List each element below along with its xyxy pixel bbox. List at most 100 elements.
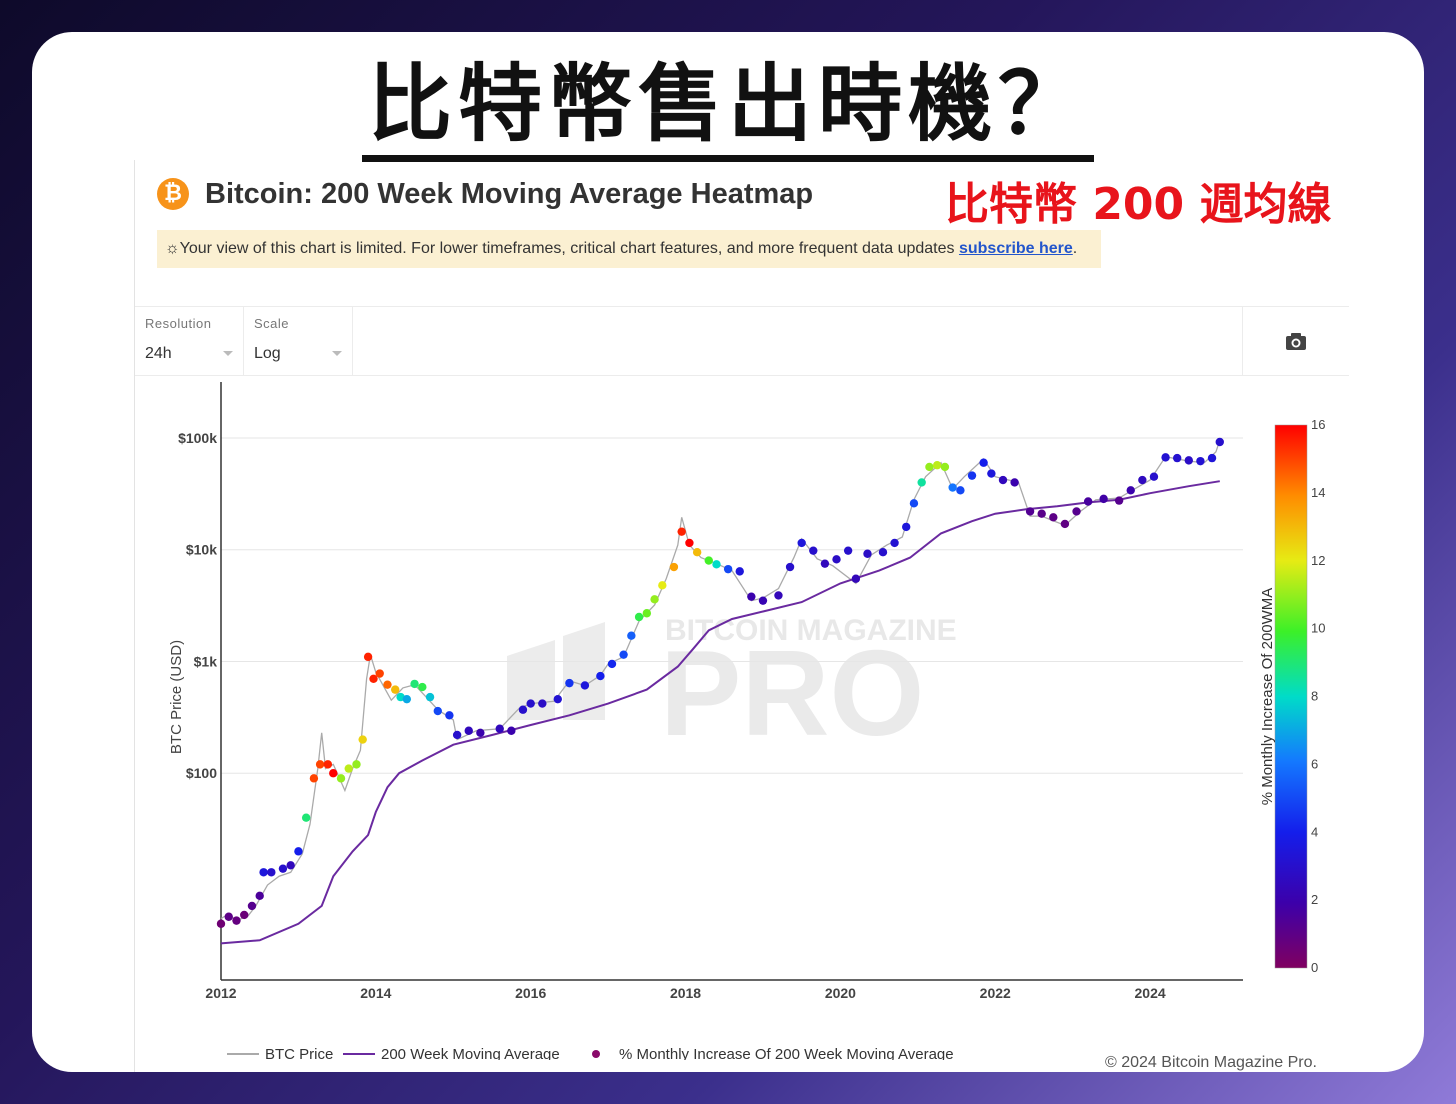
chinese-subtitle: 比特幣 200 週均線 — [945, 179, 1332, 230]
heatmap-point — [565, 678, 574, 688]
heatmap-point — [1010, 478, 1019, 487]
heatmap-point — [526, 699, 535, 708]
limited-view-notice: ☼Your view of this chart is limited. For… — [157, 230, 1101, 268]
heatmap-point — [425, 692, 435, 702]
heatmap-point — [452, 730, 462, 740]
colorbar-tick-label: 16 — [1311, 417, 1325, 432]
legend-price: BTC Price — [265, 1046, 333, 1060]
heatmap-point — [1196, 456, 1205, 466]
heatmap-point — [925, 462, 934, 472]
heatmap-point — [902, 522, 911, 532]
heatmap-point — [890, 538, 899, 548]
heatmap-point — [538, 699, 547, 708]
y-tick-label: $10k — [186, 542, 217, 558]
heatmap-point — [851, 574, 861, 583]
heatmap-point — [344, 764, 353, 773]
heatmap-point — [685, 538, 694, 548]
heatmap-point — [1149, 472, 1159, 481]
colorbar-label: % Monthly Increase Of 200WMA — [1259, 588, 1276, 806]
heatmap-point — [464, 726, 473, 735]
bitcoin-logo-icon: ₿ — [157, 178, 189, 210]
heatmap-point — [518, 705, 528, 714]
heatmap-point — [433, 706, 442, 716]
heatmap-point — [352, 760, 361, 769]
colorbar-tick-label: 4 — [1311, 824, 1318, 839]
heatmap-point — [1072, 507, 1081, 516]
scale-value: Log — [254, 345, 281, 362]
heatmap-point — [979, 458, 988, 467]
heatmap-point — [758, 596, 768, 605]
heatmap-point — [1126, 486, 1135, 495]
x-tick-label: 2018 — [670, 985, 701, 1001]
heatmap-point — [1161, 453, 1170, 462]
heatmap-point — [634, 612, 644, 622]
watermark-logo-icon — [507, 622, 605, 720]
heatmap-point — [375, 669, 384, 678]
heatmap-point — [255, 891, 264, 901]
heatmap-point — [507, 726, 516, 735]
heatmap-point — [863, 549, 872, 558]
notice-text: ☼Your view of this chart is limited. For… — [165, 240, 959, 257]
heatmap-point — [1172, 453, 1182, 463]
heatmap-point — [294, 847, 303, 856]
heatmap-point — [932, 461, 942, 470]
y-tick-label: $1k — [194, 653, 218, 669]
x-tick-label: 2012 — [205, 985, 236, 1001]
heatmap-point — [909, 499, 919, 508]
chart-title: Bitcoin: 200 Week Moving Average Heatmap — [205, 178, 814, 210]
heatmap-point — [1207, 453, 1217, 463]
screenshot-button[interactable] — [1242, 307, 1349, 375]
colorbar-tick-label: 10 — [1311, 621, 1325, 636]
chevron-down-icon — [332, 351, 342, 356]
heatmap-point — [658, 581, 667, 590]
heatmap-point — [402, 694, 412, 704]
chart-controls: Resolution 24h Scale Log — [135, 306, 1349, 376]
heatmap-point — [596, 671, 605, 681]
colorbar-tick-label: 0 — [1311, 960, 1318, 975]
x-tick-label: 2014 — [360, 985, 391, 1001]
heatmap-point — [1184, 456, 1194, 465]
heatmap-point — [315, 760, 325, 769]
x-tick-label: 2024 — [1135, 985, 1166, 1001]
page-title: 比特幣售出時機？ — [32, 54, 1424, 162]
heatmap-point — [329, 769, 338, 778]
heatmap-point — [476, 728, 485, 738]
heatmap-point — [1049, 513, 1058, 522]
chevron-down-icon — [223, 351, 233, 356]
heatmap-point — [1215, 437, 1224, 447]
x-tick-label: 2022 — [980, 985, 1011, 1001]
heatmap-point — [369, 674, 378, 683]
scale-select[interactable]: Scale Log — [244, 307, 353, 375]
heatmap-point — [259, 868, 268, 877]
camera-icon — [1286, 333, 1306, 350]
heatmap-point — [774, 591, 783, 600]
card: 比特幣售出時機？ ₿ Bitcoin: 200 Week Moving Aver… — [32, 32, 1424, 1072]
heatmap-point — [1037, 509, 1046, 518]
heatmap-point — [383, 680, 392, 689]
legend-ma: 200 Week Moving Average — [381, 1046, 560, 1060]
heatmap-point — [797, 538, 806, 548]
watermark-line2: PRO — [660, 625, 924, 761]
colorbar-tick-label: 14 — [1311, 485, 1325, 500]
subscribe-link[interactable]: subscribe here — [958, 240, 1073, 257]
heatmap-point — [948, 483, 957, 492]
heatmap-point — [956, 486, 965, 495]
resolution-value: 24h — [145, 345, 172, 362]
heatmap-point — [712, 560, 721, 569]
heatmap-point — [418, 682, 427, 692]
legend-dot: % Monthly Increase Of 200 Week Moving Av… — [619, 1046, 954, 1060]
resolution-select[interactable]: Resolution 24h — [135, 307, 244, 375]
heatmap-point — [735, 567, 744, 576]
heatmap-point — [216, 919, 226, 928]
heatmap-point — [301, 813, 311, 822]
heatmap-point — [723, 564, 733, 574]
heatmap-point — [286, 861, 295, 870]
heatmap-point — [998, 475, 1008, 485]
heatmap-point — [358, 735, 367, 744]
x-tick-label: 2016 — [515, 985, 546, 1001]
heatmap-point — [410, 679, 419, 689]
scale-label: Scale — [254, 316, 290, 331]
heatmap-point — [669, 562, 679, 572]
